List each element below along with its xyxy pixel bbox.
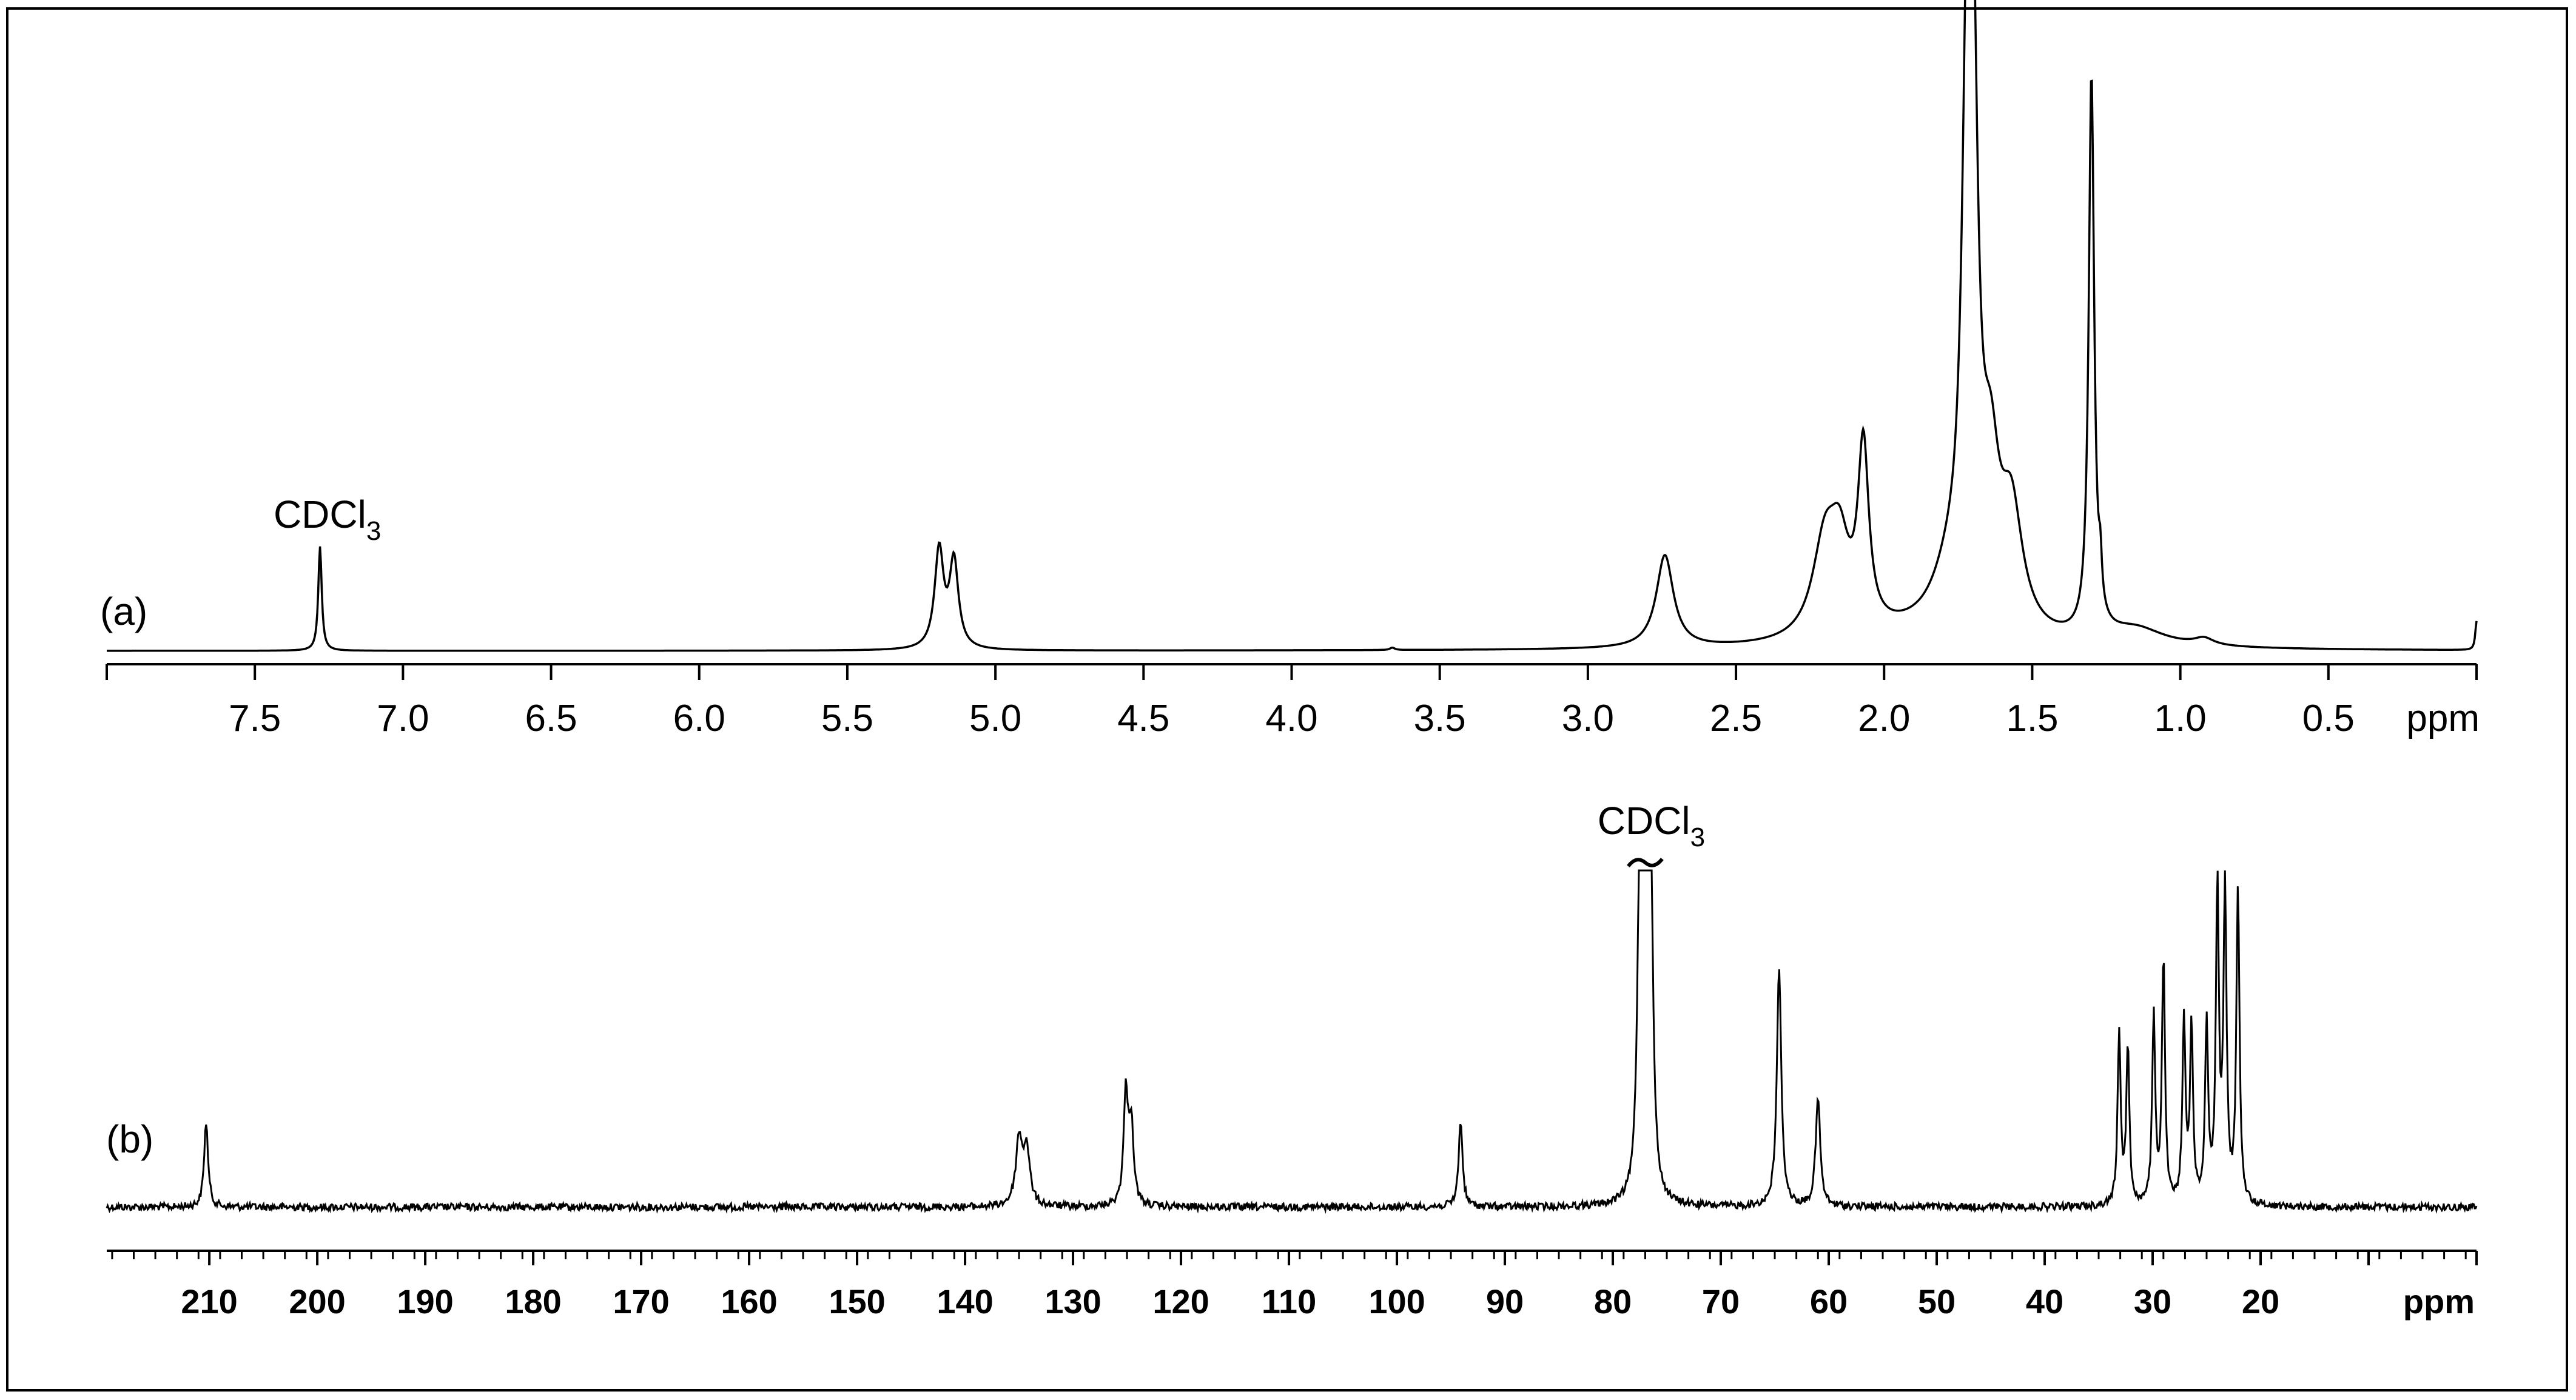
panel-a-tick-label: 2.0	[1858, 698, 1910, 739]
panel-a-tick-label: 7.0	[377, 698, 429, 739]
panel-a-x-unit: ppm	[2406, 698, 2480, 739]
panel-b-tick-label: 180	[505, 1282, 561, 1321]
panel-a-tick-label: 1.0	[2154, 698, 2207, 739]
panel-b-tick-label: 150	[829, 1282, 885, 1321]
panel-b-cdcl3-subscript: 3	[1690, 823, 1705, 852]
panel-b-tick-label: 200	[289, 1282, 345, 1321]
panel-a-tick-label: 1.5	[2006, 698, 2058, 739]
panel-a-label: (a)	[100, 590, 147, 633]
panel-b-truncation-mark	[1627, 858, 1664, 867]
panel-b-cdcl3-text: CDCl	[1598, 799, 1690, 843]
panel-b-tick-label: 50	[1918, 1282, 1956, 1321]
panel-b-tick-label: 120	[1152, 1282, 1209, 1321]
panel-b-label: (b)	[106, 1117, 153, 1161]
panel-b-tick-label: 90	[1486, 1282, 1524, 1321]
panel-b-tick-label: 80	[1594, 1282, 1632, 1321]
panel-a-cdcl3-annotation: CDCl3	[274, 493, 381, 546]
panel-b-tick-label: 160	[721, 1282, 777, 1321]
panel-a-tick-label: 6.0	[673, 698, 725, 739]
panel-a-tick-label: 4.5	[1117, 698, 1169, 739]
panel-b-tick-label: 170	[613, 1282, 669, 1321]
panel-a-tick-label: 5.5	[821, 698, 873, 739]
panel-b-spectrum-trace	[106, 869, 2478, 1214]
panel-b-tick-label: 100	[1368, 1282, 1425, 1321]
panel-b-tick-label: 130	[1044, 1282, 1101, 1321]
panel-a-1h-spectrum: (a) 7.5 7.0 6.5 6.0 5.5 5.0 4.5 4.0 3.5 3.0 2.5 2.0…	[100, 0, 2480, 739]
panel-a-tick-label: 7.5	[229, 698, 281, 739]
panel-b-x-ticks: 210 200 190 180 170 160 150 140 130 120 110 100 90 80…	[111, 1251, 2478, 1321]
panel-b-tick-label: 60	[1810, 1282, 1848, 1321]
panel-b-13c-spectrum: (b) 210 200 190 180 170 160 150 140 130 120 110 100…	[106, 799, 2478, 1321]
panel-b-tick-label: 70	[1702, 1282, 1740, 1321]
panel-a-tick-label: 3.0	[1562, 698, 1614, 739]
panel-a-spectrum-trace	[107, 0, 2478, 652]
panel-b-cdcl3-annotation: CDCl3	[1598, 799, 1705, 852]
panel-a-x-ticks: 7.5 7.0 6.5 6.0 5.5 5.0 4.5 4.0 3.5 3.0 2.5 2.0 1.5 1…	[106, 664, 2478, 739]
panel-b-x-unit: ppm	[2403, 1282, 2475, 1321]
panel-a-tick-label: 5.0	[969, 698, 1021, 739]
panel-b-tick-label: 210	[181, 1282, 237, 1321]
panel-a-cdcl3-text: CDCl	[274, 493, 366, 536]
panel-b-tick-label: 140	[937, 1282, 993, 1321]
panel-b-tick-label: 30	[2134, 1282, 2171, 1321]
panel-a-tick-label: 3.5	[1414, 698, 1466, 739]
panel-b-tick-label: 190	[397, 1282, 453, 1321]
figure-frame	[6, 7, 2568, 1392]
panel-a-tick-label: 6.5	[525, 698, 577, 739]
panel-b-tick-label: 110	[1262, 1282, 1316, 1321]
panel-a-cdcl3-subscript: 3	[366, 516, 381, 546]
panel-b-tick-label: 40	[2026, 1282, 2063, 1321]
panel-a-tick-label: 0.5	[2302, 698, 2355, 739]
panel-a-tick-label: 4.0	[1265, 698, 1317, 739]
panel-b-tick-label: 20	[2242, 1282, 2279, 1321]
panel-a-tick-label: 2.5	[1710, 698, 1762, 739]
